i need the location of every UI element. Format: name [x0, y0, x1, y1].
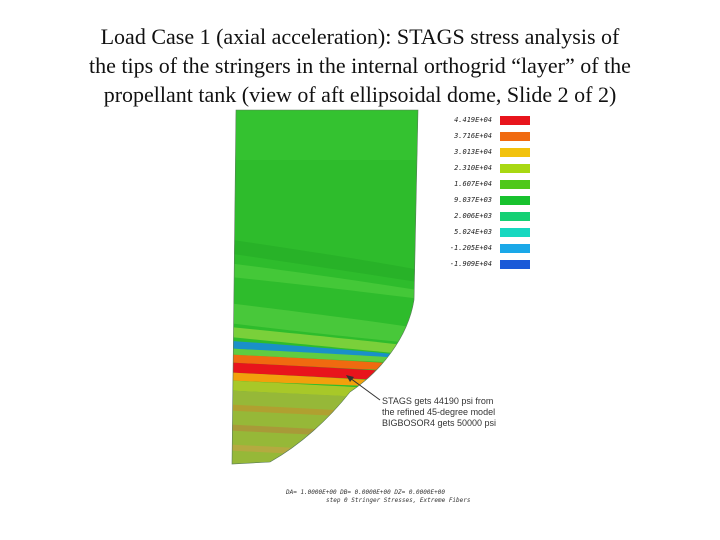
legend-swatch: [500, 259, 530, 269]
legend-row: 1.607E+04: [420, 176, 530, 192]
legend-label: 4.419E+04: [454, 116, 492, 124]
legend-row: -1.909E+04: [420, 256, 530, 272]
footer-line-2: step 0 Stringer Stresses, Extreme Fibers: [326, 497, 471, 504]
callout-line-2: the refined 45-degree model: [382, 407, 496, 417]
legend-swatch: [500, 179, 530, 189]
legend-row: 9.037E+03: [420, 192, 530, 208]
legend-row: 3.013E+04: [420, 144, 530, 160]
legend-swatch: [500, 211, 530, 221]
stress-legend: 4.419E+04 3.716E+04 3.013E+04 2.310E+04 …: [420, 112, 530, 272]
legend-label: -1.205E+04: [449, 244, 492, 252]
slide-title: Load Case 1 (axial acceleration): STAGS …: [30, 22, 690, 109]
footer-line-1: DA= 1.0000E+00 DB= 0.0000E+00 DZ= 0.0000…: [286, 489, 445, 496]
legend-swatch: [500, 227, 530, 237]
legend-row: -1.205E+04: [420, 240, 530, 256]
stress-callout-annotation: STAGS gets 44190 psi from the refined 45…: [382, 396, 532, 429]
callout-leader-line: [349, 377, 381, 401]
legend-label: 2.006E+03: [454, 212, 492, 220]
legend-swatch: [500, 115, 530, 125]
legend-swatch: [500, 163, 530, 173]
legend-label: 1.607E+04: [454, 180, 492, 188]
legend-label: 5.024E+03: [454, 228, 492, 236]
legend-label: 3.716E+04: [454, 132, 492, 140]
plot-footer: DA= 1.0000E+00 DB= 0.0000E+00 DZ= 0.0000…: [286, 489, 536, 505]
legend-label: 9.037E+03: [454, 196, 492, 204]
title-line-2: the tips of the stringers in the interna…: [89, 53, 631, 78]
callout-line-3: BIGBOSOR4 gets 50000 psi: [382, 418, 497, 428]
title-line-3: propellant tank (view of aft ellipsoidal…: [103, 82, 617, 107]
legend-label: -1.909E+04: [449, 260, 492, 268]
callout-line-1: STAGS gets 44190 psi from: [382, 396, 494, 406]
legend-label: 3.013E+04: [454, 148, 492, 156]
legend-row: 5.024E+03: [420, 224, 530, 240]
legend-swatch: [500, 195, 530, 205]
title-line-1: Load Case 1 (axial acceleration): STAGS …: [100, 24, 620, 49]
legend-swatch: [500, 147, 530, 157]
callout-arrowhead: [346, 375, 354, 382]
legend-swatch: [500, 131, 530, 141]
legend-swatch: [500, 243, 530, 253]
legend-label: 2.310E+04: [454, 164, 492, 172]
legend-row: 2.006E+03: [420, 208, 530, 224]
legend-row: 4.419E+04: [420, 112, 530, 128]
legend-row: 2.310E+04: [420, 160, 530, 176]
legend-row: 3.716E+04: [420, 128, 530, 144]
